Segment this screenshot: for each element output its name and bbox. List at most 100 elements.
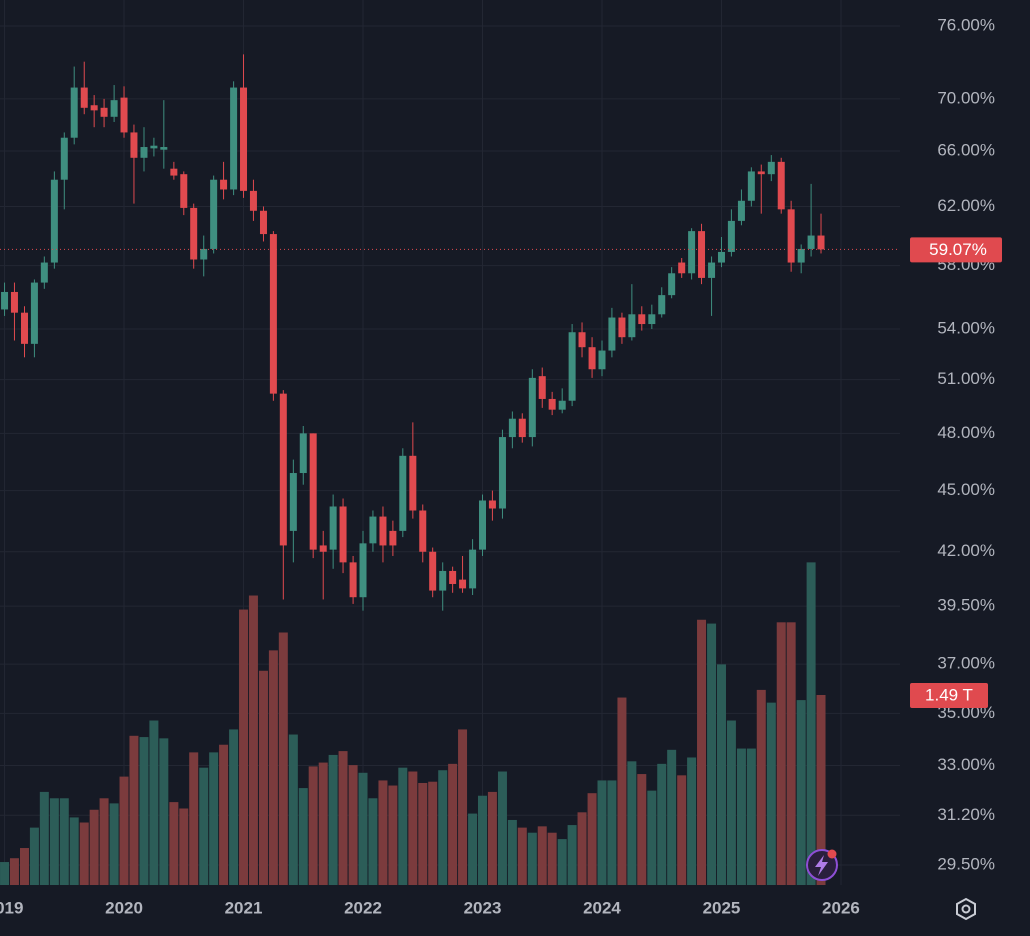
volume-bar <box>796 700 806 885</box>
y-tick-label: 39.50% <box>937 596 995 615</box>
last-price-label: 59.07% <box>929 240 987 259</box>
volume-bar <box>89 809 99 885</box>
y-tick-label: 33.00% <box>937 755 995 774</box>
x-tick-label: 2022 <box>344 898 382 917</box>
volume-bar <box>746 748 756 885</box>
candle-body <box>210 179 218 249</box>
candle-body <box>329 506 337 550</box>
candle-body <box>120 97 128 133</box>
volume-bar <box>59 798 69 885</box>
candle-body <box>797 248 805 263</box>
candle-body <box>50 179 58 263</box>
candle-body <box>747 171 755 201</box>
y-tick-label: 62.00% <box>937 196 995 215</box>
y-tick-label: 45.00% <box>937 480 995 499</box>
candle-body <box>678 262 686 274</box>
volume-bar <box>239 609 249 885</box>
volume-bar <box>637 774 647 885</box>
volume-bar <box>567 825 577 885</box>
candle-body <box>289 473 297 531</box>
last-volume-label: 1.49 T <box>925 685 973 704</box>
volume-bar <box>497 771 507 885</box>
candle-body <box>638 314 646 325</box>
volume-bar <box>786 622 796 885</box>
volume-bar <box>537 826 547 885</box>
candle-body <box>279 393 287 546</box>
settings-hex <box>956 897 976 921</box>
volume-bar <box>219 744 229 885</box>
volume-bar <box>766 702 776 885</box>
volume-bar <box>149 720 159 885</box>
x-tick-label: 2021 <box>225 898 263 917</box>
volume-bar <box>627 761 637 885</box>
candle-body <box>658 295 666 315</box>
volume-bar <box>707 623 717 885</box>
candle-body <box>160 147 168 150</box>
volume-bar <box>129 735 139 885</box>
volume-bar <box>607 780 617 885</box>
candle-body <box>170 168 178 176</box>
volume-bar <box>547 832 557 885</box>
candle-body <box>90 105 98 111</box>
candle-body <box>488 500 496 509</box>
volume-bar <box>487 791 497 885</box>
volume-bar <box>428 781 438 885</box>
badge-dot <box>827 849 837 859</box>
volume-bar <box>169 802 179 885</box>
candle-body <box>10 291 18 313</box>
volume-bar <box>378 780 388 885</box>
volume-bar <box>0 862 10 885</box>
x-tick-label: 2025 <box>703 898 741 917</box>
candle-body <box>379 516 387 546</box>
volume-bar <box>398 767 408 885</box>
volume-bar <box>39 791 49 885</box>
x-tick-label: 2026 <box>822 898 860 917</box>
volume-bar <box>458 729 468 885</box>
volume-bar <box>687 757 697 885</box>
volume-bar <box>9 858 19 885</box>
candle-body <box>220 179 228 190</box>
volume-bar <box>288 734 298 885</box>
x-tick-label: 2024 <box>583 898 621 917</box>
volume-bar <box>268 650 278 885</box>
volume-bar <box>468 813 478 885</box>
candle-body <box>30 282 38 344</box>
candle-body <box>668 273 676 296</box>
candle-body <box>777 161 785 210</box>
candle-body <box>439 570 447 591</box>
volume-bar <box>657 763 667 885</box>
volume-bar <box>109 803 119 885</box>
candle-body <box>469 549 477 589</box>
volume-bar <box>577 812 587 885</box>
candle-body <box>498 437 506 509</box>
candle-body <box>578 332 586 348</box>
candle-body <box>180 174 188 208</box>
volume-bar <box>209 752 219 885</box>
volume-bar <box>348 765 358 885</box>
candle-body <box>1 291 9 310</box>
volume-bar <box>159 738 169 885</box>
settings-button[interactable] <box>956 897 976 921</box>
axes: 76.00%70.00%66.00%62.00%58.00%54.00%51.0… <box>0 15 995 917</box>
candle-body <box>190 207 198 260</box>
volume-bar <box>587 793 597 885</box>
volume-bar <box>756 689 766 885</box>
volume-bar <box>139 737 149 885</box>
candle-body <box>737 200 745 221</box>
volume-bar <box>438 770 448 885</box>
candle-body <box>648 314 656 325</box>
y-tick-label: 66.00% <box>937 141 995 160</box>
candle-body <box>618 317 626 338</box>
alert-badge[interactable] <box>806 849 838 881</box>
volume-bar <box>726 720 736 885</box>
candle-body <box>757 171 765 175</box>
y-tick-label: 37.00% <box>937 654 995 673</box>
y-tick-label: 29.50% <box>937 854 995 873</box>
volume-bar <box>29 827 39 885</box>
candle-body <box>708 262 716 278</box>
volume-bar <box>736 748 746 885</box>
volume-bar <box>189 752 199 885</box>
badge-bolt <box>815 855 828 876</box>
volume-bar <box>408 771 418 885</box>
